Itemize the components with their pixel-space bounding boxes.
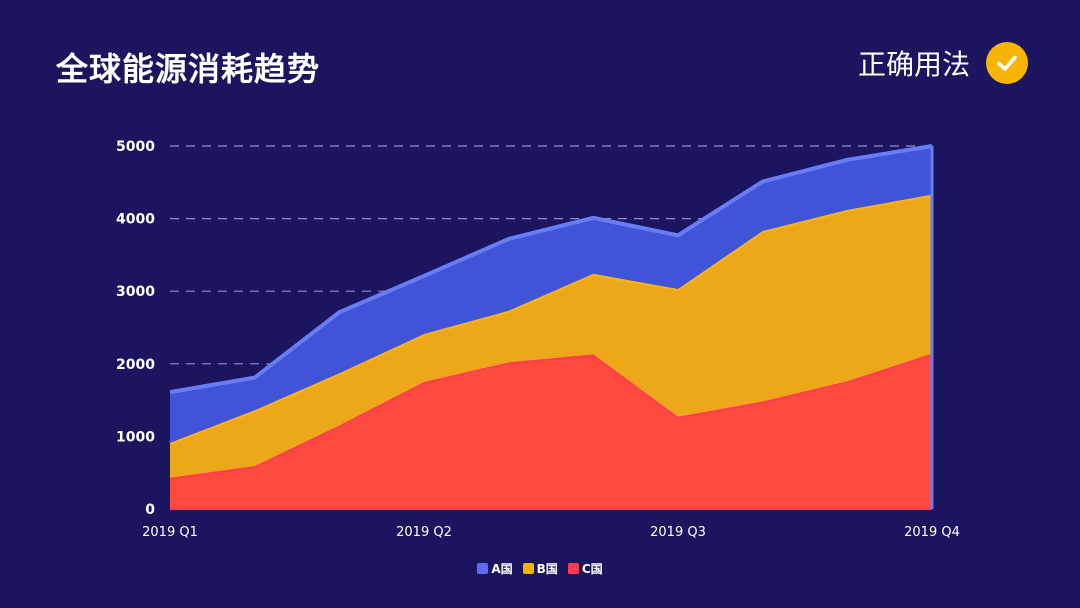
y-tick-label: 0 <box>145 502 155 518</box>
x-tick-label: 2019 Q2 <box>396 525 452 540</box>
x-tick-label: 2019 Q3 <box>650 525 706 540</box>
checkmark-icon <box>986 42 1028 84</box>
area-A国 <box>170 146 932 443</box>
legend-label: A国 <box>491 562 513 576</box>
line-A国 <box>169 144 933 395</box>
legend-label: B国 <box>536 562 558 576</box>
y-tick-label: 4000 <box>116 212 155 228</box>
x-tick-label: 2019 Q4 <box>904 525 960 540</box>
badge-text: 正确用法 <box>857 48 970 81</box>
chart-title: 全球能源消耗趋势 <box>56 50 321 88</box>
y-tick-label: 3000 <box>116 284 155 300</box>
legend-item: C国 <box>567 560 603 577</box>
area-series <box>169 144 934 510</box>
legend: A国 B国 C国 <box>0 560 1080 577</box>
legend-swatch <box>567 563 579 574</box>
area-C国 <box>170 353 932 509</box>
legend-item: A国 <box>477 560 513 577</box>
y-tick-label: 1000 <box>116 429 155 445</box>
legend-item: B国 <box>522 560 558 577</box>
x-tick-label: 2019 Q1 <box>142 525 198 540</box>
y-axis-ticks: 0 1000 2000 3000 4000 5000 <box>116 139 155 518</box>
legend-swatch <box>477 563 489 574</box>
y-tick-label: 2000 <box>116 357 155 373</box>
legend-swatch <box>522 563 534 574</box>
correct-usage-badge: 正确用法 <box>858 42 1028 84</box>
legend-label: C国 <box>581 562 603 576</box>
area-B国 <box>170 194 932 478</box>
x-axis-ticks: 2019 Q1 2019 Q2 2019 Q3 2019 Q4 <box>142 525 960 540</box>
y-tick-label: 5000 <box>116 139 155 155</box>
